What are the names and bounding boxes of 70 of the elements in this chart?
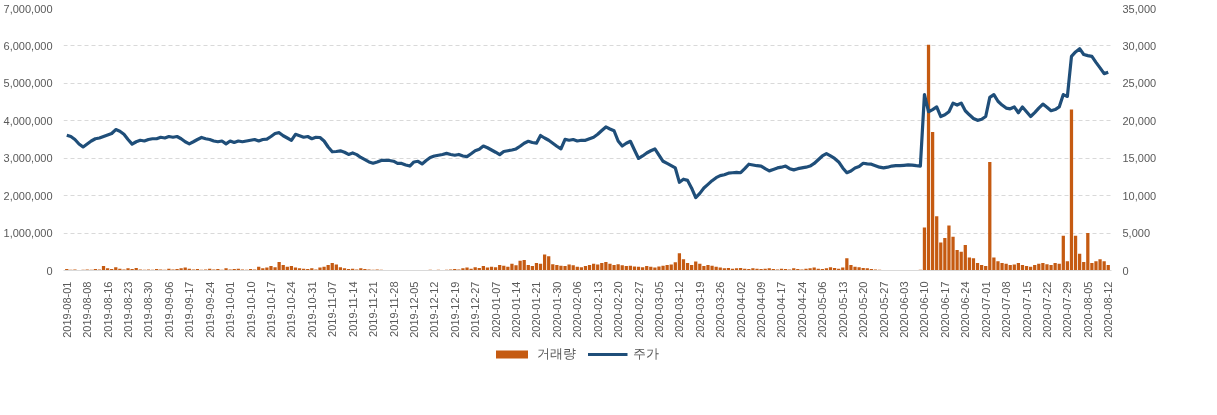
y2-tick-label: 25,000: [1122, 77, 1157, 90]
x-tick-label: 2019-11-07: [326, 281, 339, 337]
x-tick-label: 2019-11-14: [346, 281, 359, 337]
y2-tick-label: 35,000: [1122, 2, 1157, 15]
x-tick-label: 2019-11-21: [367, 281, 380, 337]
x-tick-label: 2020-06-24: [959, 281, 972, 338]
y-tick-label: 5,000,000: [3, 77, 53, 90]
y-tick-label: 6,000,000: [3, 39, 53, 52]
x-tick-label: 2019-08-08: [81, 281, 94, 338]
y2-tick-label: 5,000: [1122, 227, 1151, 240]
x-tick-label: 2020-07-08: [1000, 281, 1013, 338]
x-tick-label: 2020-05-20: [857, 281, 870, 338]
x-tick-label: 2019-12-19: [448, 281, 461, 338]
y2-tick-label: 15,000: [1122, 152, 1157, 165]
x-tick-label: 2020-03-19: [693, 281, 706, 338]
y-tick-label: 1,000,000: [3, 227, 53, 240]
x-tick-label: 2019-10-31: [305, 281, 318, 338]
x-tick-label: 2019-09-06: [162, 281, 175, 338]
x-tick-label: 2020-04-09: [755, 281, 768, 338]
x-tick-label: 2020-06-17: [938, 281, 951, 338]
x-tick-label: 2020-04-02: [734, 281, 747, 338]
x-tick-label: 2019-09-24: [203, 281, 216, 338]
x-tick-label: 2020-07-01: [979, 281, 992, 338]
x-tick-label: 2020-02-13: [591, 281, 604, 338]
y2-tick-label: 20,000: [1122, 114, 1157, 127]
y2-tick-label: 10,000: [1122, 189, 1157, 202]
x-tick-label: 2020-07-22: [1040, 281, 1053, 338]
x-tick-label: 2020-02-06: [571, 281, 584, 338]
x-tick-label: 2020-05-13: [836, 281, 849, 338]
x-tick-label: 2020-03-05: [652, 281, 665, 338]
x-tick-label: 2020-04-17: [775, 281, 788, 338]
x-tick-label: 2019-12-12: [428, 281, 441, 338]
y2-tick-label: 30,000: [1122, 39, 1157, 52]
legend-label: 주가: [632, 345, 659, 363]
x-tick-label: 2020-01-14: [510, 281, 523, 338]
x-tick-label: 2020-03-26: [714, 281, 727, 338]
x-tick-label: 2020-01-07: [489, 281, 502, 338]
x-tick-label: 2019-10-10: [244, 281, 257, 338]
x-tick-label: 2020-07-15: [1020, 281, 1033, 338]
y-tick-label: 7,000,000: [3, 2, 53, 15]
x-tick-label: 2019-12-05: [407, 281, 420, 338]
x-tick-label: 2019-08-30: [142, 281, 155, 338]
y-tick-label: 2,000,000: [3, 189, 53, 202]
x-tick-label: 2020-02-27: [632, 281, 645, 338]
x-tick-label: 2020-02-20: [612, 281, 625, 338]
legend-label: 거래량: [536, 345, 576, 363]
y-tick-label: 0: [46, 264, 53, 277]
x-tick-label: 2020-05-06: [816, 281, 829, 338]
x-tick-label: 2019-10-24: [285, 281, 298, 338]
x-tick-label: 2020-03-12: [673, 281, 686, 338]
x-tick-label: 2020-07-29: [1061, 281, 1074, 338]
y-tick-label: 4,000,000: [3, 114, 53, 127]
x-tick-label: 2019-08-23: [122, 281, 135, 338]
x-tick-label: 2020-05-27: [877, 281, 890, 338]
x-tick-label: 2020-01-30: [550, 281, 563, 338]
y-tick-label: 3,000,000: [3, 152, 53, 165]
x-tick-label: 2020-08-05: [1081, 281, 1094, 338]
x-tick-label: 2020-06-10: [918, 281, 931, 338]
x-tick-label: 2019-08-16: [101, 281, 114, 338]
x-tick-label: 2019-10-17: [264, 281, 277, 338]
x-tick-label: 2019-10-01: [224, 281, 237, 338]
x-tick-label: 2019-11-28: [387, 281, 400, 337]
x-tick-label: 2020-04-24: [795, 281, 808, 338]
x-tick-label: 2020-08-12: [1102, 281, 1115, 338]
x-tick-label: 2019-09-17: [183, 281, 196, 338]
x-tick-label: 2019-12-27: [469, 281, 482, 338]
x-tick-label: 2020-06-03: [898, 281, 911, 338]
x-tick-label: 2019-08-01: [60, 281, 73, 338]
y2-tick-label: 0: [1122, 264, 1129, 277]
x-tick-label: 2020-01-21: [530, 281, 543, 338]
